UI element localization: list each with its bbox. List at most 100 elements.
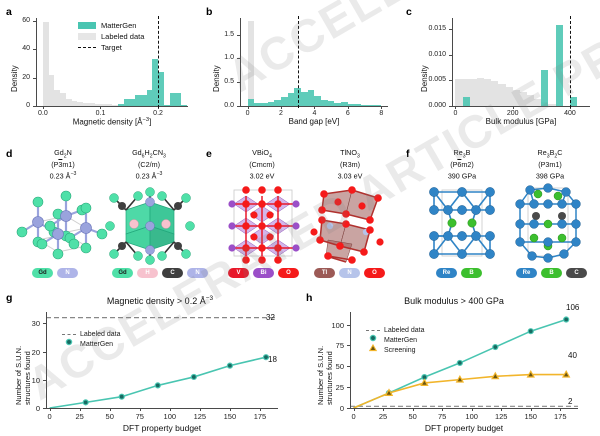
histogram-bar-mattergen bbox=[117, 103, 124, 106]
histogram-bar-labeled bbox=[469, 78, 477, 106]
histogram-bar-labeled bbox=[512, 89, 520, 106]
panel-b-plot-area bbox=[240, 18, 388, 106]
c-ytick bbox=[449, 106, 452, 107]
histogram-bar-mattergen bbox=[327, 101, 335, 106]
legend-circle-mattergen bbox=[366, 334, 380, 346]
g-marker-mattergen bbox=[82, 399, 89, 406]
c-xtick bbox=[512, 106, 514, 109]
structure-formula: Gd2N bbox=[54, 148, 72, 160]
panel-letter-a: a bbox=[6, 6, 12, 18]
panel-c-x-title: Bulk modulus [GPa] bbox=[485, 117, 557, 126]
b-xticklabel: 4 bbox=[312, 110, 317, 117]
histogram-bar-mattergen bbox=[140, 94, 147, 106]
histogram-bar-mattergen bbox=[152, 59, 159, 106]
h-xtick bbox=[501, 408, 503, 411]
histogram-bar-labeled bbox=[83, 102, 89, 106]
panel-b-histogram: Density Band gap [eV] 0 2 4 6 8 0.0 0.5 1.0 1.5 bbox=[200, 0, 396, 130]
a-xtick bbox=[100, 106, 102, 109]
structure-caption-gd6h2cn3: Gd6H2CN3 (C2/m) 0.23 Å−3 bbox=[106, 148, 192, 181]
h-yticklabel: 75 bbox=[335, 341, 344, 351]
histogram-bar-mattergen bbox=[260, 102, 268, 106]
panel-g-mattergen-label: 18 bbox=[268, 355, 277, 364]
histogram-bar-mattergen bbox=[135, 94, 141, 106]
histogram-bar-labeled bbox=[77, 102, 84, 106]
structure-spacegroup: (C2/m) bbox=[138, 160, 160, 170]
legend-item-mattergen: MatterGen bbox=[366, 334, 424, 346]
a-xticklabel: 0.0 bbox=[38, 110, 48, 117]
histogram-bar-labeled bbox=[42, 22, 49, 106]
element-chip-b: B bbox=[541, 268, 562, 278]
histogram-bar-labeled bbox=[94, 103, 101, 106]
g-xtick bbox=[229, 408, 231, 411]
b-xtick bbox=[347, 106, 349, 109]
panel-letter-b: b bbox=[206, 6, 213, 18]
histogram-bar-mattergen bbox=[163, 105, 170, 106]
panel-f-structures: Re3B (P6m2) 390 GPa Re3B2C (P3m1) 398 GPa bbox=[400, 140, 600, 285]
histogram-bar-labeled bbox=[60, 93, 66, 106]
structure-formula: Re3B bbox=[453, 148, 471, 160]
histogram-bar-labeled bbox=[54, 90, 61, 106]
legend-item-mattergen: MatterGen bbox=[62, 338, 120, 350]
histogram-bar-mattergen bbox=[267, 101, 275, 106]
element-legend-gd2n: Gd N bbox=[32, 268, 78, 278]
histogram-bar-mattergen bbox=[347, 103, 355, 106]
h-xtick bbox=[560, 408, 562, 411]
panel-a-legend: MatterGen Labeled data Target bbox=[78, 20, 144, 53]
histogram-bar-mattergen bbox=[361, 104, 368, 106]
element-chip-b: B bbox=[461, 268, 482, 278]
structure-value: 3.02 eV bbox=[249, 171, 275, 181]
histogram-bar-labeled bbox=[519, 92, 527, 106]
g-yticklabel: 0 bbox=[35, 404, 40, 413]
b-ytick bbox=[237, 34, 240, 36]
histogram-bar-labeled bbox=[112, 104, 118, 106]
legend-circle-mattergen bbox=[62, 338, 76, 350]
histogram-bar-mattergen bbox=[181, 105, 187, 106]
panel-a-plot-area bbox=[36, 18, 188, 106]
histogram-bar-mattergen bbox=[354, 104, 362, 106]
g-xtick bbox=[109, 408, 111, 411]
c-xticklabel: 400 bbox=[564, 110, 576, 117]
a-yticklabel: 20 bbox=[22, 73, 30, 81]
h-xticklabel: 25 bbox=[378, 412, 388, 421]
crystal-structure-vbio4 bbox=[220, 182, 308, 271]
structure-value: 0.23 Å−3 bbox=[49, 170, 77, 181]
h-marker-mattergen bbox=[563, 316, 570, 323]
c-ytick bbox=[449, 29, 452, 31]
legend-item-labeled-data: Labeled data bbox=[366, 325, 424, 335]
structure-caption-gd2n: Gd2N (P3m1) 0.23 Å−3 bbox=[22, 148, 104, 181]
b-xtick bbox=[314, 106, 316, 109]
b-xticklabel: 6 bbox=[345, 110, 350, 117]
h-xticklabel: 100 bbox=[465, 412, 478, 421]
g-xticklabel: 125 bbox=[193, 412, 207, 421]
b-yticklabel: 0.5 bbox=[224, 78, 234, 86]
h-xtick bbox=[353, 408, 355, 411]
h-xticklabel: 125 bbox=[494, 412, 508, 421]
panel-a-x-axis bbox=[36, 106, 188, 107]
histogram-bar-mattergen bbox=[274, 100, 281, 106]
b-yticklabel: 0.0 bbox=[224, 102, 234, 109]
c-ytick bbox=[449, 80, 452, 82]
panel-g-y-axis bbox=[46, 312, 47, 408]
element-chip-gd: Gd bbox=[112, 268, 133, 278]
element-legend-re3b: Re B bbox=[436, 268, 482, 278]
h-marker-mattergen bbox=[527, 328, 534, 335]
histogram-bar-mattergen bbox=[367, 104, 375, 106]
histogram-bar-mattergen bbox=[169, 93, 176, 106]
crystal-structure-gd6h2cn3 bbox=[104, 180, 196, 271]
g-xticklabel: 175 bbox=[253, 412, 267, 421]
panel-letter-h: h bbox=[306, 292, 313, 304]
g-yticklabel: 30 bbox=[31, 319, 40, 329]
panel-letter-e: e bbox=[206, 148, 212, 160]
histogram-bar-labeled bbox=[548, 104, 556, 106]
panel-g-title: Magnetic density > 0.2 Å−3 bbox=[106, 295, 214, 306]
panel-letter-c: c bbox=[406, 6, 412, 18]
crystal-structure-re3b2c bbox=[508, 180, 592, 269]
histogram-bar-mattergen bbox=[321, 99, 328, 106]
h-ytick bbox=[347, 366, 350, 368]
histogram-bar-mattergen bbox=[569, 96, 578, 106]
element-legend-vbio4: V Bi O bbox=[228, 268, 299, 278]
g-marker-mattergen bbox=[190, 373, 197, 381]
legend-item-labeled: Labeled data bbox=[78, 31, 144, 42]
panel-h-x-axis bbox=[350, 408, 578, 409]
histogram-bar-mattergen bbox=[146, 90, 153, 106]
